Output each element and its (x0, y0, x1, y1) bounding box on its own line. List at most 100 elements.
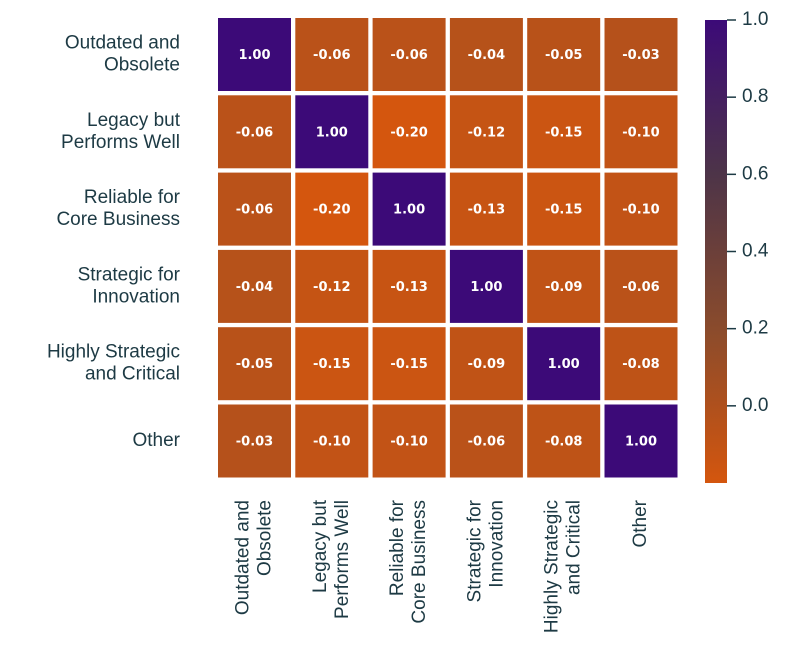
heatmap-cell (295, 327, 369, 401)
cell-label: -0.06 (236, 125, 273, 140)
heatmap-cell (604, 327, 678, 401)
y-tick-label: Highly Strategic and Critical (47, 342, 180, 385)
cell-label: -0.15 (545, 125, 582, 140)
y-tick-label: Other (132, 430, 180, 451)
heatmap-cell (449, 327, 523, 401)
cell-label: -0.20 (313, 203, 350, 218)
label-line: and Critical (564, 500, 585, 595)
heatmap-cell (218, 249, 291, 323)
heatmap-cell (218, 95, 291, 169)
colorbar (705, 20, 727, 483)
label-line: Obsolete (255, 500, 276, 576)
heatmap-cell (295, 404, 369, 478)
label-line: Outdated and (65, 33, 180, 54)
label-line: Innovation (486, 500, 507, 588)
heatmap-cell (449, 249, 523, 323)
cell-label: 1.00 (238, 48, 270, 63)
cell-label: -0.13 (390, 280, 427, 295)
x-tick-label: Legacy butPerforms Well (310, 499, 353, 619)
heatmap-cell (372, 404, 446, 478)
cell-label: -0.06 (390, 48, 427, 63)
heatmap-cell (604, 404, 678, 478)
heatmap-cell (449, 404, 523, 478)
cell-label: -0.15 (545, 203, 582, 218)
label-line: Obsolete (104, 55, 180, 76)
heatmap-cell (372, 18, 446, 91)
label-line: Core Business (56, 209, 180, 230)
label-line: Other (132, 430, 180, 451)
cell-label: -0.10 (622, 203, 659, 218)
cell-label: -0.05 (236, 357, 273, 372)
cell-label: -0.20 (390, 125, 427, 140)
y-tick-label: Reliable for Core Business (56, 187, 180, 230)
heatmap-cell (218, 18, 291, 91)
heatmap-cell (218, 404, 291, 478)
heatmap-cell (527, 18, 601, 91)
label-line: Performs Well (61, 132, 180, 153)
x-tick-label: Outdated andObsolete (233, 500, 276, 615)
cell-label: 1.00 (548, 357, 580, 372)
cell-label: -0.09 (468, 357, 505, 372)
label-line: Strategic for (78, 264, 181, 285)
heatmap-cell (295, 249, 369, 323)
heatmap-cell (295, 95, 369, 169)
label-line: Reliable for (84, 187, 181, 208)
label-line: Legacy but (87, 110, 181, 131)
x-tick-label: Strategic forInnovation (464, 499, 507, 602)
cell-label: -0.04 (236, 280, 273, 295)
colorbar-tick-label: 0.8 (742, 86, 768, 107)
label-line: Highly Strategic (47, 342, 180, 363)
colorbar-tick-label: 0.2 (742, 318, 768, 339)
cell-label: -0.10 (390, 435, 427, 450)
heatmap-cell (527, 249, 601, 323)
cell-label: -0.06 (313, 48, 350, 63)
label-line: Innovation (92, 286, 180, 307)
cell-label: 1.00 (316, 125, 348, 140)
heatmap-cell (527, 95, 601, 169)
cell-label: -0.06 (468, 435, 505, 450)
cell-label: -0.05 (545, 48, 582, 63)
cell-label: -0.10 (622, 125, 659, 140)
cell-label: -0.06 (236, 203, 273, 218)
cell-label: -0.12 (313, 280, 350, 295)
heatmap-cell (449, 172, 523, 246)
cell-label: -0.06 (622, 280, 659, 295)
label-line: and Critical (85, 364, 180, 385)
heatmap-cell (604, 249, 678, 323)
cell-label: -0.09 (545, 280, 582, 295)
heatmap-cell (372, 249, 446, 323)
cell-label: 1.00 (625, 435, 657, 450)
y-tick-label: Legacy but Performs Well (61, 110, 181, 153)
label-line: Legacy but (310, 499, 331, 593)
label-line: Core Business (409, 500, 430, 624)
label-line: Performs Well (332, 500, 353, 619)
cell-label: -0.04 (468, 48, 505, 63)
cell-label: -0.15 (313, 357, 350, 372)
colorbar-tick-label: 1.0 (742, 9, 768, 30)
cell-label: -0.12 (468, 125, 505, 140)
heatmap-cell (527, 327, 601, 401)
cell-label: -0.03 (622, 48, 659, 63)
cell-label: 1.00 (393, 203, 425, 218)
cell-label: -0.15 (390, 357, 427, 372)
cell-label: -0.10 (313, 435, 350, 450)
heatmap-cell (449, 18, 523, 91)
heatmap-cell (527, 404, 601, 478)
heatmap-cell (295, 18, 369, 91)
heatmap-cell (527, 172, 601, 246)
heatmap-cell (449, 95, 523, 169)
x-tick-label: Other (630, 499, 651, 547)
heatmap-cell (372, 95, 446, 169)
cell-label: 1.00 (470, 280, 502, 295)
colorbar-tick-label: 0.0 (742, 395, 768, 416)
cell-label: -0.03 (236, 435, 273, 450)
colorbar-tick-label: 0.4 (742, 241, 769, 262)
y-tick-label: Strategic for Innovation (78, 264, 181, 307)
x-tick-label: Highly Strategicand Critical (542, 500, 585, 633)
cell-label: -0.08 (622, 357, 659, 372)
label-line: Highly Strategic (542, 500, 563, 633)
x-tick-label: Reliable forCore Business (387, 499, 430, 623)
heatmap-cell (604, 18, 678, 91)
label-line: Strategic for (464, 499, 485, 602)
